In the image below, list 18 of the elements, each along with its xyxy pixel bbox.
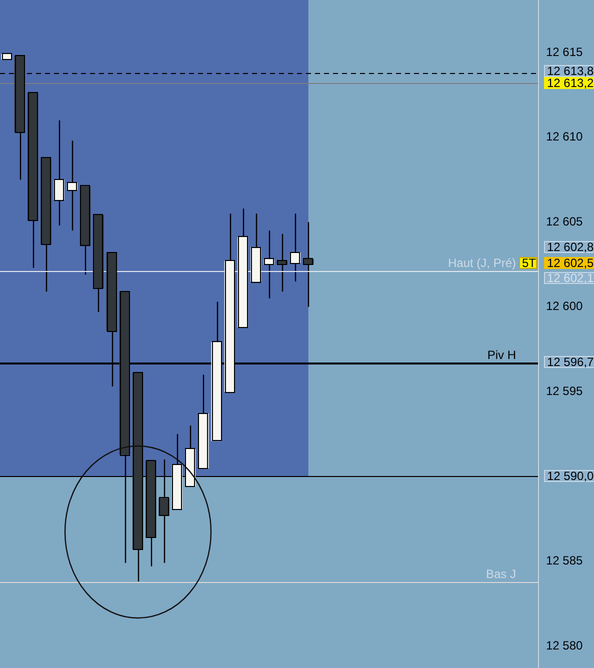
y-tick-label: 12 585 bbox=[546, 554, 584, 568]
ref-line-label: Bas J bbox=[486, 566, 516, 581]
y-tick-label: 12 600 bbox=[546, 299, 584, 314]
text: 12 602,5 bbox=[547, 256, 594, 270]
y-tick-label: 12 605 bbox=[546, 214, 584, 228]
text: 12 596,7 bbox=[547, 354, 594, 369]
y-tick-label: 12 615 bbox=[546, 44, 584, 59]
text: 12 613,8 bbox=[547, 64, 594, 78]
text: 12 590,0 bbox=[547, 468, 594, 483]
annotation: 5T bbox=[522, 256, 537, 270]
text: 12 602,8 bbox=[547, 240, 594, 254]
y-tick-label: 12 580 bbox=[546, 638, 584, 652]
text: 12 602,1 bbox=[547, 270, 594, 285]
ref-line-label: Haut (J, Pré) bbox=[448, 256, 516, 270]
y-tick-label: 12 595 bbox=[546, 384, 584, 398]
y-tick-label: 12 610 bbox=[546, 130, 584, 144]
ref-line-label: Piv H bbox=[487, 348, 516, 362]
text: 12 613,2 bbox=[547, 76, 594, 90]
